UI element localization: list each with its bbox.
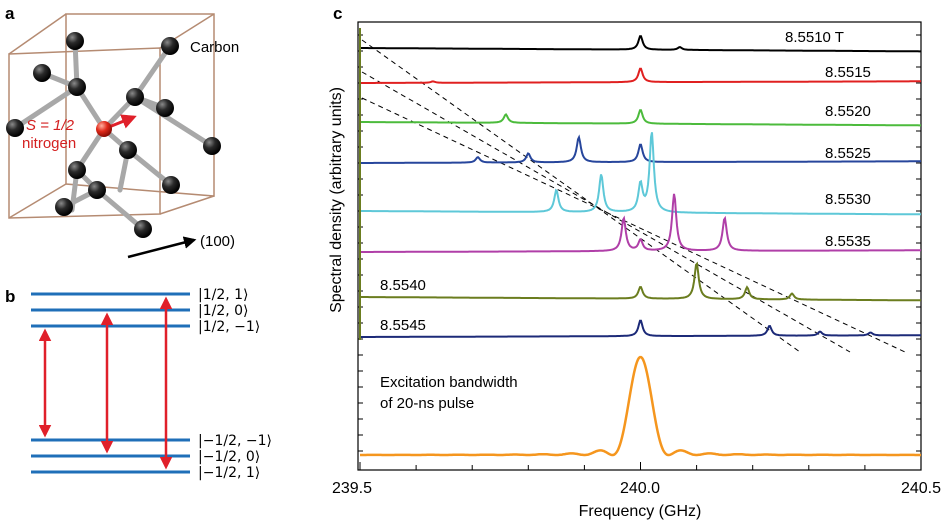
carbon-atom xyxy=(66,32,84,50)
x-tick-label: 240.5 xyxy=(901,480,941,497)
carbon-atom xyxy=(33,64,51,82)
panel-b-letter: b xyxy=(5,287,15,306)
level-label: |−1/2, 1⟩ xyxy=(198,465,260,481)
panel-a-letter: a xyxy=(5,4,15,23)
field-label: 8.5525 xyxy=(825,145,871,162)
excitation-curve xyxy=(360,355,921,457)
level-label: |1/2, 1⟩ xyxy=(198,287,249,303)
nitrogen-atom xyxy=(96,121,112,137)
carbon-atom xyxy=(55,198,73,216)
carbon-label: Carbon xyxy=(190,39,239,56)
spectrum-trace xyxy=(360,67,921,84)
nitrogen-label: nitrogen xyxy=(22,135,76,152)
dashed-guides xyxy=(361,39,906,353)
spectrum-trace xyxy=(360,193,921,253)
spectrum-trace xyxy=(360,109,921,127)
dashed-guide xyxy=(361,71,851,353)
spectrum-trace xyxy=(360,35,921,53)
spectrum-trace xyxy=(360,261,922,302)
panel-c-letter: c xyxy=(333,4,342,23)
field-label: 8.5535 xyxy=(825,233,871,250)
level-label: |1/2, −1⟩ xyxy=(198,319,260,335)
y-axis-title: Spectral density (arbitrary units) xyxy=(328,87,345,313)
carbon-atom xyxy=(68,161,86,179)
x-tick-label: 240.0 xyxy=(620,480,660,497)
spectrum-trace xyxy=(360,319,921,338)
carbon-atom xyxy=(126,88,144,106)
spin-label: S = 1/2 xyxy=(26,117,75,134)
carbon-atom xyxy=(162,176,180,194)
carbon-atom xyxy=(156,99,174,117)
field-label: 8.5515 xyxy=(825,64,871,81)
carbon-atom xyxy=(161,37,179,55)
level-label: |1/2, 0⟩ xyxy=(198,303,249,319)
carbon-atom xyxy=(203,137,221,155)
x-axis-title: Frequency (GHz) xyxy=(579,503,702,520)
direction-label: (100) xyxy=(200,233,235,250)
dashed-guide xyxy=(361,97,906,353)
level-label: |−1/2, 0⟩ xyxy=(198,449,260,465)
carbon-atom xyxy=(119,141,137,159)
field-label: 8.5510 T xyxy=(785,29,844,46)
plot-frame xyxy=(357,21,922,471)
spectrum-trace xyxy=(360,134,921,164)
field-label: 8.5540 xyxy=(380,277,426,294)
level-label: |−1/2, −1⟩ xyxy=(198,433,272,449)
carbon-atom xyxy=(6,119,24,137)
panel-a: a xyxy=(5,4,239,259)
carbon-atom xyxy=(88,181,106,199)
carbon-atom xyxy=(134,220,152,238)
field-label: 8.5520 xyxy=(825,103,871,120)
carbon-atom xyxy=(68,78,86,96)
panel-b: b |1/2, 1⟩ |1/2, 0⟩ |1/2, −1⟩ |−1/2, −1⟩… xyxy=(5,287,272,481)
transition-arrows xyxy=(38,296,173,470)
x-tick-marks xyxy=(359,462,922,470)
field-label: 8.5530 xyxy=(825,191,871,208)
direction-arrow xyxy=(127,236,197,259)
dashed-guide xyxy=(361,39,801,353)
unit-cell xyxy=(8,13,215,219)
carbon-atoms xyxy=(6,32,221,238)
excitation-label: of 20-ns pulse xyxy=(380,395,474,412)
field-label: 8.5545 xyxy=(380,317,426,334)
spectrum-trace xyxy=(360,132,922,216)
spectra xyxy=(359,28,922,457)
excitation-label: Excitation bandwidth xyxy=(380,374,518,391)
panel-c: c 239.5 240.0 240.5 Frequency (GHz) Spec… xyxy=(328,4,941,520)
y-ticks xyxy=(358,34,921,452)
x-tick-label: 239.5 xyxy=(332,480,372,497)
